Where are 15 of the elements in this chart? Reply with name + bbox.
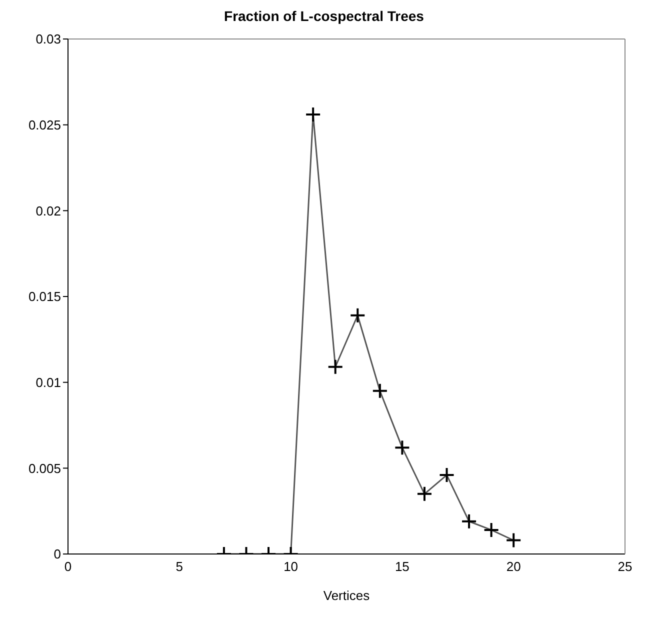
y-tick-label: 0 xyxy=(54,546,61,562)
x-axis-title: Vertices xyxy=(323,588,370,603)
x-tick-label: 5 xyxy=(176,559,184,574)
y-tick-label: 0.005 xyxy=(28,460,61,476)
y-tick-label: 0.015 xyxy=(28,289,61,304)
y-tick-label: 0.025 xyxy=(28,117,61,132)
x-tick-label: 25 xyxy=(618,559,632,574)
x-tick-label: 0 xyxy=(64,559,72,574)
x-tick-label: 15 xyxy=(394,559,410,574)
y-tick-label: 0.01 xyxy=(36,374,61,390)
y-tick-label: 0.02 xyxy=(36,203,61,218)
x-tick-label: 20 xyxy=(506,559,521,574)
x-tick-label: 10 xyxy=(284,559,298,574)
chart-title: Fraction of L-cospectral Trees xyxy=(223,8,425,24)
y-tick-label: 0.03 xyxy=(36,32,61,47)
